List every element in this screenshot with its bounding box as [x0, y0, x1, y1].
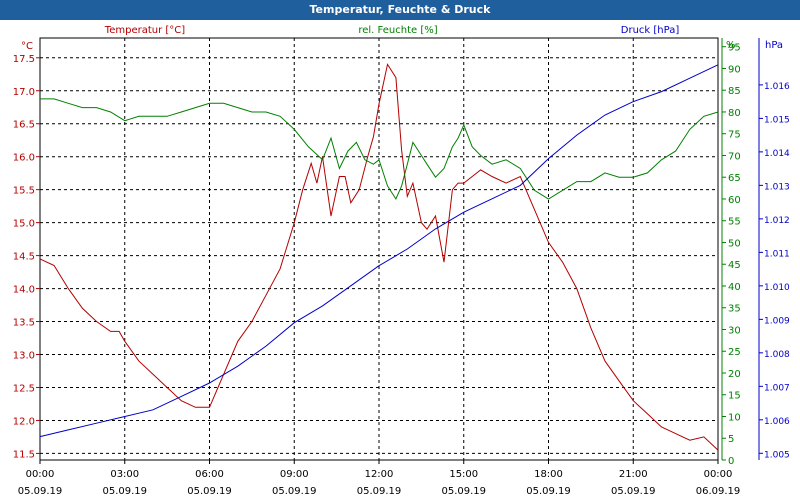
- grid: [39, 37, 719, 461]
- x-tick-date-label: 05.09.19: [187, 486, 232, 497]
- pressure-tick-label: 1.014: [764, 149, 790, 159]
- humidity-tick-label: 45: [728, 260, 741, 271]
- temperature-unit-label: °C: [21, 41, 33, 52]
- x-tick-time-label: 21:00: [619, 469, 648, 480]
- x-tick-time-label: 15:00: [449, 469, 478, 480]
- pressure-tick-label: 1.012: [764, 216, 790, 226]
- temperature-series-label: Temperatur [°C]: [104, 25, 185, 36]
- humidity-tick-label: 50: [728, 238, 741, 249]
- humidity-tick-label: 55: [728, 217, 741, 228]
- temperature-tick-label: 15.5: [13, 186, 35, 197]
- x-tick-time-label: 00:00: [26, 469, 55, 480]
- x-tick-time-label: 09:00: [280, 469, 309, 480]
- temperature-tick-label: 13.5: [13, 318, 35, 329]
- pressure-series-line: [39, 64, 719, 438]
- temperature-tick-label: 12.5: [13, 383, 35, 394]
- x-tick-date-label: 05.09.19: [526, 486, 571, 497]
- axes: 00:00 05.09.19 03:00 05.09.19 06:00 05.09.19 0…: [13, 25, 790, 497]
- x-tick-date-label: 05.09.19: [441, 486, 486, 497]
- x-tick-date-label: 05.09.19: [357, 486, 402, 497]
- humidity-tick-label: 25: [728, 347, 741, 358]
- x-tick-time-label: 00:00: [704, 469, 733, 480]
- x-tick-date-label: 05.09.19: [611, 486, 656, 497]
- x-tick-date-label: 05.09.19: [272, 486, 317, 497]
- pressure-tick-label: 1.009: [764, 316, 790, 326]
- temperature-tick-label: 12.0: [13, 416, 35, 427]
- humidity-series-line: [40, 98, 719, 201]
- temperature-tick-label: 14.5: [13, 252, 35, 263]
- humidity-tick-label: 10: [728, 412, 741, 423]
- temperature-tick-label: 16.0: [13, 153, 35, 164]
- humidity-tick-label: 15: [728, 391, 741, 402]
- temperature-tick-label: 14.0: [13, 285, 35, 296]
- humidity-tick-label: 90: [728, 64, 741, 75]
- humidity-tick-label: 80: [728, 108, 741, 119]
- pressure-tick-label: 1.010: [764, 283, 790, 293]
- humidity-tick-label: 40: [728, 282, 741, 293]
- x-tick-time-label: 06:00: [195, 469, 224, 480]
- x-tick-time-label: 12:00: [365, 469, 394, 480]
- window-title: Temperatur, Feuchte & Druck: [0, 0, 800, 20]
- temperature-series-line: [39, 63, 719, 451]
- pressure-tick-label: 1.013: [764, 182, 790, 192]
- pressure-tick-label: 1.011: [764, 249, 790, 259]
- humidity-tick-label: 20: [728, 369, 741, 380]
- humidity-series-label: rel. Feuchte [%]: [358, 25, 437, 36]
- x-tick-time-label: 18:00: [534, 469, 563, 480]
- x-tick-time-label: 03:00: [110, 469, 139, 480]
- pressure-series-label: Druck [hPa]: [621, 25, 680, 36]
- temperature-tick-label: 16.5: [13, 120, 35, 131]
- temperature-tick-label: 17.0: [13, 87, 35, 98]
- humidity-tick-label: 5: [728, 434, 734, 445]
- series-lines: [39, 63, 719, 451]
- pressure-tick-label: 1.008: [764, 350, 790, 360]
- humidity-unit-label: %: [726, 40, 736, 51]
- humidity-tick-label: 0: [728, 456, 734, 467]
- pressure-tick-label: 1.015: [764, 115, 790, 125]
- temperature-tick-label: 13.0: [13, 351, 35, 362]
- pressure-tick-label: 1.007: [764, 383, 790, 393]
- x-tick-date-label: 06.09.19: [696, 486, 741, 497]
- temperature-tick-label: 11.5: [13, 449, 35, 460]
- pressure-tick-label: 1.016: [764, 82, 790, 92]
- humidity-tick-label: 70: [728, 151, 741, 162]
- x-tick-date-label: 05.09.19: [18, 486, 63, 497]
- humidity-tick-label: 60: [728, 195, 741, 206]
- pressure-unit-label: hPa: [765, 40, 783, 51]
- temperature-tick-label: 17.5: [13, 54, 35, 65]
- humidity-tick-label: 35: [728, 304, 741, 315]
- humidity-tick-label: 85: [728, 86, 741, 97]
- humidity-tick-label: 30: [728, 325, 741, 336]
- temperature-tick-label: 15.0: [13, 219, 35, 230]
- pressure-tick-label: 1.006: [764, 417, 790, 427]
- humidity-tick-label: 75: [728, 130, 741, 141]
- x-tick-date-label: 05.09.19: [102, 486, 147, 497]
- humidity-tick-label: 65: [728, 173, 741, 184]
- pressure-tick-label: 1.005: [764, 450, 790, 460]
- humidity-tick-label: 95: [728, 43, 741, 54]
